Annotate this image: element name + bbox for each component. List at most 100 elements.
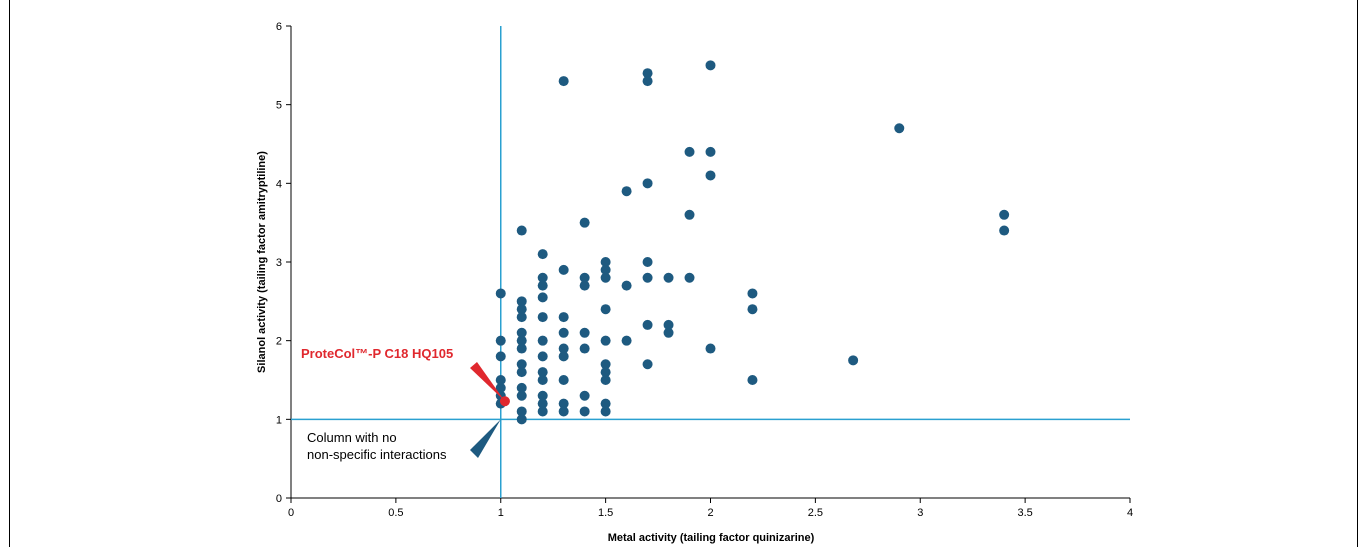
- data-point: [537, 398, 548, 409]
- data-point: [537, 335, 548, 346]
- data-points: [495, 60, 1010, 425]
- data-point: [537, 367, 548, 378]
- data-point: [848, 355, 859, 366]
- data-point: [516, 225, 527, 236]
- axes: 0 0.5 1 1.5 2 2.5 3 3.5 4 0 1 2 3 4 5 6: [276, 21, 1133, 519]
- highlight-arrow: [470, 362, 505, 402]
- data-point: [642, 178, 653, 189]
- data-point: [537, 406, 548, 417]
- data-point: [516, 406, 527, 417]
- data-point: [516, 343, 527, 354]
- data-point: [684, 272, 695, 283]
- data-point: [558, 351, 569, 362]
- data-point: [516, 304, 527, 315]
- x-tick-label: 3: [917, 507, 923, 519]
- data-point: [516, 382, 527, 393]
- data-point: [600, 359, 611, 370]
- data-point: [579, 280, 590, 291]
- data-point: [600, 335, 611, 346]
- data-point: [579, 343, 590, 354]
- data-point: [684, 209, 695, 220]
- data-point: [600, 398, 611, 409]
- x-tick-label: 2: [707, 507, 713, 519]
- reference-lines: [291, 26, 1130, 498]
- y-tick-label: 5: [276, 100, 282, 112]
- data-point: [537, 375, 548, 385]
- x-tick-label: 2.5: [808, 507, 823, 519]
- data-point: [999, 225, 1010, 236]
- data-point: [642, 257, 653, 267]
- data-point: [684, 146, 695, 157]
- y-tick-label: 2: [276, 336, 282, 348]
- y-axis-title: Silanol activity (tailing factor amitryp…: [256, 151, 268, 373]
- data-point: [747, 375, 758, 385]
- data-point: [621, 335, 632, 346]
- data-point: [558, 406, 569, 417]
- data-point: [642, 272, 653, 283]
- data-point: [516, 414, 527, 425]
- data-point: [999, 209, 1010, 220]
- data-point: [537, 292, 548, 303]
- data-point: [705, 343, 716, 354]
- data-point: [495, 382, 506, 393]
- x-tick-label: 3.5: [1017, 507, 1032, 519]
- data-point: [600, 304, 611, 315]
- data-point: [537, 280, 548, 291]
- data-point: [642, 319, 653, 330]
- y-tick-label: 1: [276, 414, 282, 426]
- data-point: [495, 335, 506, 346]
- data-point: [537, 249, 548, 260]
- data-point: [747, 288, 758, 299]
- data-point: [516, 390, 527, 401]
- annotations: ProteCol™-P C18 HQ105 Column with no non…: [301, 346, 505, 462]
- data-point: [558, 398, 569, 409]
- data-point: [516, 296, 527, 307]
- data-point: [558, 343, 569, 354]
- data-point: [558, 327, 569, 338]
- data-point: [516, 359, 527, 370]
- data-point: [663, 327, 674, 338]
- data-point: [516, 367, 527, 378]
- data-point: [579, 327, 590, 338]
- data-point: [537, 272, 548, 283]
- data-point: [537, 351, 548, 362]
- data-point: [516, 312, 527, 323]
- data-point: [705, 170, 716, 181]
- data-point: [558, 76, 569, 87]
- data-point: [600, 406, 611, 417]
- data-point: [747, 304, 758, 315]
- y-tick-label: 4: [276, 178, 282, 190]
- data-point: [642, 359, 653, 370]
- ideal-column-label-line2: non-specific interactions: [307, 447, 447, 462]
- y-tick-label: 6: [276, 21, 282, 33]
- data-point: [516, 327, 527, 338]
- data-point: [579, 390, 590, 401]
- data-point: [621, 280, 632, 291]
- x-axis-title: Metal activity (tailing factor quinizari…: [608, 532, 815, 544]
- data-point: [537, 312, 548, 323]
- x-tick-label: 0: [288, 507, 294, 519]
- data-point: [495, 288, 506, 299]
- x-tick-label: 1.5: [598, 507, 613, 519]
- data-point: [579, 217, 590, 228]
- data-point: [600, 264, 611, 275]
- data-point: [495, 375, 506, 385]
- data-point: [642, 68, 653, 79]
- data-point: [537, 390, 548, 401]
- data-point: [642, 76, 653, 87]
- ideal-column-arrow: [470, 419, 501, 458]
- data-point: [705, 146, 716, 157]
- data-point: [558, 264, 569, 275]
- y-tick-label: 0: [276, 493, 282, 505]
- data-point: [621, 186, 632, 197]
- data-point: [600, 367, 611, 378]
- chart-frame: [9, 0, 1358, 547]
- data-point: [579, 272, 590, 283]
- ideal-column-label-line1: Column with no: [307, 430, 397, 445]
- x-tick-label: 0.5: [388, 507, 403, 519]
- y-tick-label: 3: [276, 257, 282, 269]
- highlight-label: ProteCol™-P C18 HQ105: [301, 346, 453, 361]
- data-point: [894, 123, 905, 134]
- data-point: [495, 351, 506, 362]
